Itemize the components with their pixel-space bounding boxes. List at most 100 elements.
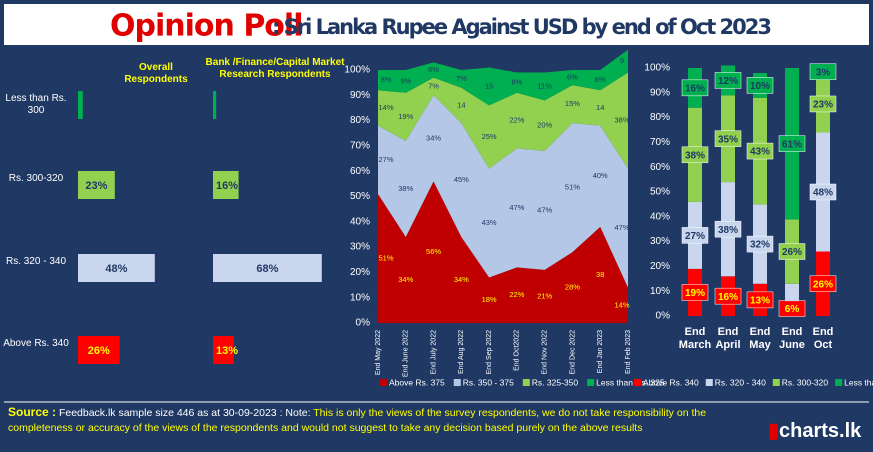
x-tick-label: End Sep 2022 — [486, 330, 493, 374]
value-label: 15% — [565, 99, 580, 108]
value-label: 14% — [614, 300, 629, 309]
value-label: 28% — [565, 283, 580, 292]
value-label: 14 — [596, 103, 604, 112]
bar — [78, 254, 155, 282]
x-tick-label: End Oct2022 — [514, 330, 521, 371]
value-label: 61% — [782, 139, 802, 150]
value-label: 10% — [750, 81, 770, 92]
value-label: 6% — [567, 73, 578, 82]
legend-label: Less than Rs. 325 — [596, 377, 665, 387]
x-tick-label: End Dec 2022 — [569, 330, 576, 374]
y-tick-label: 20% — [350, 267, 370, 278]
legend-swatch — [522, 379, 530, 386]
x-tick-label: End June 2022 — [403, 330, 410, 377]
value-label: 16% — [718, 292, 738, 303]
value-label: 23% — [85, 180, 107, 192]
value-label: 20% — [537, 121, 552, 130]
value-label: 27% — [685, 231, 705, 242]
value-label: 14 — [457, 100, 465, 109]
value-label: 27% — [378, 155, 393, 164]
title-bar — [4, 4, 869, 45]
value-label: 38% — [614, 116, 629, 125]
label-box — [778, 135, 806, 152]
legend-label: Above Rs. 340 — [643, 377, 699, 387]
area — [378, 95, 628, 288]
y-tick-label: 40% — [650, 211, 670, 222]
value-label: 15 — [485, 81, 493, 90]
series-header: Bank /Finance/Capital Market Research Re… — [205, 57, 345, 80]
y-tick-label: 90% — [350, 90, 370, 101]
bar — [785, 283, 799, 302]
y-tick-label: 10% — [650, 286, 670, 297]
y-tick-label: 90% — [650, 87, 670, 98]
value-label: 38 — [596, 270, 604, 279]
bar — [213, 171, 239, 199]
label-box — [778, 243, 806, 260]
bar — [213, 91, 217, 119]
value-label: 6% — [785, 304, 800, 315]
legend-label: Above Rs. 375 — [389, 377, 445, 387]
legend-label: Rs. 300-320 — [782, 377, 829, 387]
note: This is only the views of the survey res… — [8, 407, 707, 434]
x-tick-label: End Nov 2022 — [542, 330, 549, 374]
y-tick-label: 30% — [350, 242, 370, 253]
value-label: 51% — [378, 253, 393, 262]
label-box — [681, 79, 709, 97]
area — [378, 181, 628, 323]
y-tick-label: 40% — [350, 216, 370, 227]
value-label: 7% — [428, 81, 439, 90]
label-box — [714, 130, 742, 147]
series-header: Overall Respondents — [124, 62, 188, 85]
value-label: 48% — [105, 263, 127, 275]
note-label: : Note: — [279, 407, 311, 419]
value-label: 9 — [620, 56, 624, 65]
value-label: 26% — [813, 279, 833, 290]
value-label: 14% — [378, 103, 393, 112]
value-label: 38% — [685, 150, 705, 161]
legend-label: Less than Rs. 300 — [844, 377, 873, 387]
legend-swatch — [587, 379, 595, 386]
x-tick-label: End May 2022 — [375, 330, 382, 375]
value-label: 45% — [454, 175, 469, 184]
value-label: 7% — [456, 74, 467, 83]
x-tick-label: End April — [715, 326, 741, 351]
y-tick-label: 50% — [650, 187, 670, 198]
y-tick-label: 70% — [650, 137, 670, 148]
bar — [78, 171, 115, 199]
area — [378, 72, 628, 169]
source-label: Source : — [8, 405, 57, 419]
value-label: 34% — [454, 275, 469, 284]
value-label: 6% — [428, 65, 439, 74]
value-label: 2% — [219, 100, 235, 112]
label-box — [746, 142, 774, 160]
label-box — [681, 227, 709, 244]
legend-swatch — [705, 379, 713, 386]
value-label: 43% — [750, 147, 770, 158]
label-box — [681, 284, 709, 301]
value-label: 48% — [813, 188, 833, 199]
value-label: 11% — [537, 81, 552, 90]
label-box — [746, 291, 774, 309]
y-tick-label: 0% — [656, 311, 671, 322]
x-tick-label: End Jan 2023 — [597, 330, 604, 373]
value-label: 43% — [482, 218, 497, 227]
legend-swatch — [835, 379, 843, 386]
category-label: Rs. 300-320 — [8, 173, 64, 184]
legend-swatch — [772, 379, 780, 386]
x-tick-label: End July 2022 — [430, 330, 437, 374]
y-tick-label: 0% — [356, 318, 371, 329]
x-tick-label: End May — [749, 326, 771, 351]
y-tick-label: 10% — [350, 292, 370, 303]
bar — [213, 254, 322, 282]
value-label: 38% — [398, 184, 413, 193]
y-tick-label: 30% — [650, 236, 670, 247]
category-label: Rs. 320 - 340 — [5, 256, 67, 267]
value-label: 18% — [482, 295, 497, 304]
value-label: 3% — [84, 100, 100, 112]
bar — [78, 91, 83, 119]
y-tick-label: 60% — [650, 162, 670, 173]
legend-swatch — [453, 379, 461, 386]
legend-label: Rs. 320 - 340 — [715, 377, 766, 387]
